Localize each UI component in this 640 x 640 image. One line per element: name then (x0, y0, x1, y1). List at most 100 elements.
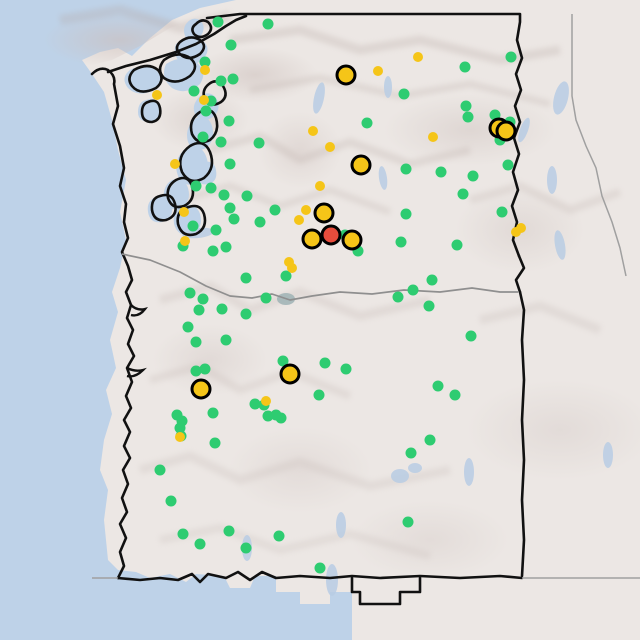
station-marker-normal[interactable] (210, 224, 222, 236)
station-marker-normal[interactable] (205, 182, 217, 194)
station-marker-normal[interactable] (177, 240, 189, 252)
station-marker-normal[interactable] (451, 239, 463, 251)
station-marker-normal[interactable] (182, 321, 194, 333)
station-marker-normal[interactable] (224, 158, 236, 170)
station-marker-moderate[interactable] (511, 227, 521, 237)
station-marker-normal[interactable] (407, 284, 419, 296)
station-marker-normal[interactable] (405, 447, 417, 459)
station-marker-normal[interactable] (190, 365, 202, 377)
station-marker-normal[interactable] (502, 159, 514, 171)
station-marker-moderate[interactable] (325, 142, 335, 152)
station-marker-normal[interactable] (176, 415, 188, 427)
station-marker-moderate[interactable] (516, 223, 526, 233)
station-marker-normal[interactable] (215, 136, 227, 148)
station-marker-normal[interactable] (240, 308, 252, 320)
station-marker-moderate[interactable] (261, 396, 271, 406)
station-marker-moderate[interactable] (199, 95, 209, 105)
station-marker-normal[interactable] (190, 180, 202, 192)
event-marker-significant[interactable] (190, 378, 212, 400)
station-marker-normal[interactable] (313, 389, 325, 401)
station-marker-normal[interactable] (496, 206, 508, 218)
station-marker-normal[interactable] (269, 204, 281, 216)
event-marker-alert[interactable] (320, 224, 342, 246)
station-marker-normal[interactable] (174, 422, 186, 434)
station-marker-normal[interactable] (449, 389, 461, 401)
event-marker-significant[interactable] (313, 202, 335, 224)
station-marker-normal[interactable] (262, 410, 274, 422)
station-marker-normal[interactable] (220, 334, 232, 346)
station-marker-normal[interactable] (190, 336, 202, 348)
station-marker-moderate[interactable] (301, 205, 311, 215)
event-marker-significant[interactable] (279, 363, 301, 385)
station-marker-normal[interactable] (227, 73, 239, 85)
station-marker-moderate[interactable] (200, 65, 210, 75)
station-marker-normal[interactable] (424, 434, 436, 446)
station-marker-normal[interactable] (240, 542, 252, 554)
station-marker-normal[interactable] (314, 562, 326, 574)
station-marker-moderate[interactable] (179, 207, 189, 217)
station-marker-normal[interactable] (240, 272, 252, 284)
station-marker-normal[interactable] (426, 274, 438, 286)
station-marker-normal[interactable] (253, 137, 265, 149)
station-marker-moderate[interactable] (413, 52, 423, 62)
station-marker-normal[interactable] (435, 166, 447, 178)
event-marker-significant[interactable] (335, 64, 357, 86)
station-marker-normal[interactable] (165, 495, 177, 507)
station-marker-normal[interactable] (184, 287, 196, 299)
station-marker-normal[interactable] (197, 131, 209, 143)
station-marker-normal[interactable] (193, 304, 205, 316)
station-marker-normal[interactable] (361, 117, 373, 129)
station-marker-normal[interactable] (228, 213, 240, 225)
event-marker-significant[interactable] (495, 120, 517, 142)
station-marker-normal[interactable] (505, 51, 517, 63)
station-marker-normal[interactable] (465, 330, 477, 342)
station-marker-normal[interactable] (467, 170, 479, 182)
station-marker-normal[interactable] (462, 111, 474, 123)
event-marker-significant[interactable] (301, 228, 323, 250)
station-marker-normal[interactable] (273, 530, 285, 542)
station-marker-normal[interactable] (340, 363, 352, 375)
station-marker-moderate[interactable] (373, 66, 383, 76)
station-marker-normal[interactable] (400, 208, 412, 220)
station-marker-normal[interactable] (241, 190, 253, 202)
station-marker-normal[interactable] (457, 188, 469, 200)
station-marker-normal[interactable] (154, 464, 166, 476)
station-marker-normal[interactable] (171, 409, 183, 421)
station-marker-normal[interactable] (460, 100, 472, 112)
station-marker-normal[interactable] (319, 357, 331, 369)
station-marker-normal[interactable] (459, 61, 471, 73)
station-marker-normal[interactable] (187, 220, 199, 232)
station-marker-moderate[interactable] (175, 432, 185, 442)
station-marker-moderate[interactable] (152, 90, 162, 100)
station-marker-normal[interactable] (223, 525, 235, 537)
station-marker-normal[interactable] (398, 88, 410, 100)
station-marker-normal[interactable] (223, 115, 235, 127)
station-marker-normal[interactable] (225, 39, 237, 51)
station-marker-normal[interactable] (200, 105, 212, 117)
event-marker-significant[interactable] (341, 229, 363, 251)
station-marker-moderate[interactable] (294, 215, 304, 225)
station-marker-normal[interactable] (270, 409, 282, 421)
station-marker-normal[interactable] (432, 380, 444, 392)
station-marker-normal[interactable] (402, 516, 414, 528)
station-marker-normal[interactable] (197, 293, 209, 305)
station-marker-normal[interactable] (177, 528, 189, 540)
station-marker-normal[interactable] (275, 412, 287, 424)
station-marker-normal[interactable] (224, 202, 236, 214)
station-marker-normal[interactable] (207, 407, 219, 419)
station-marker-normal[interactable] (395, 236, 407, 248)
station-marker-normal[interactable] (207, 245, 219, 257)
station-marker-normal[interactable] (277, 355, 289, 367)
station-marker-normal[interactable] (194, 538, 206, 550)
station-marker-normal[interactable] (220, 241, 232, 253)
station-marker-normal[interactable] (280, 270, 292, 282)
station-marker-normal[interactable] (423, 300, 435, 312)
station-marker-normal[interactable] (215, 75, 227, 87)
station-marker-moderate[interactable] (315, 181, 325, 191)
station-marker-normal[interactable] (199, 363, 211, 375)
station-marker-normal[interactable] (199, 56, 211, 68)
station-marker-normal[interactable] (400, 163, 412, 175)
